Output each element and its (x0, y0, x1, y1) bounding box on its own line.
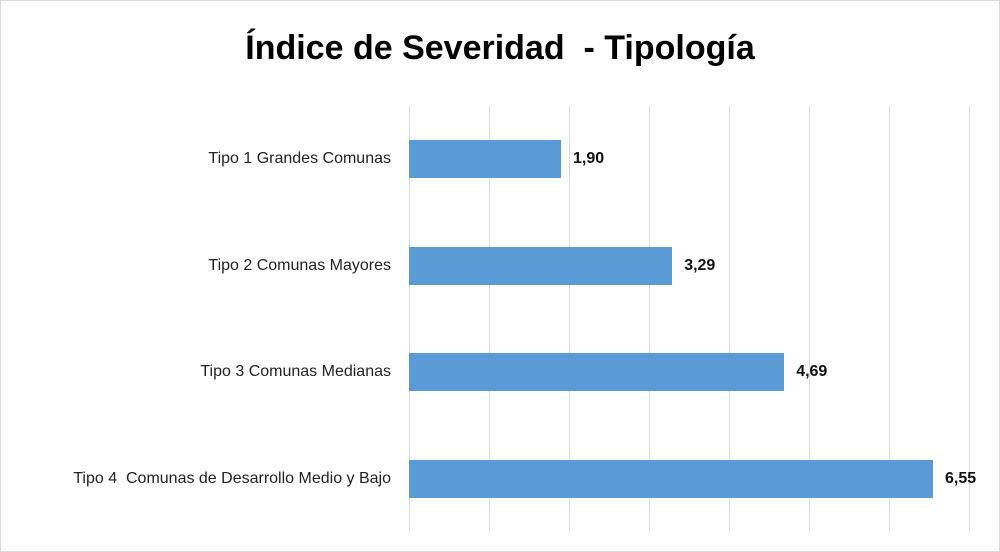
chart-title: Índice de Severidad - Tipología (245, 29, 755, 67)
y-tick-label: Tipo 1 Grandes Comunas (208, 150, 391, 168)
data-label: 4,69 (796, 363, 828, 381)
grid-line (569, 106, 570, 532)
bar (409, 353, 785, 392)
y-tick-label-box: Tipo 4 Comunas de Desarrollo Medio y Baj… (11, 449, 391, 509)
y-tick-label: Tipo 2 Comunas Mayores (208, 256, 391, 274)
bar (409, 140, 561, 179)
bar (409, 246, 673, 285)
data-label: 1,90 (573, 150, 605, 168)
grid-line (809, 106, 810, 532)
grid-line (889, 106, 890, 532)
y-tick-label-box: Tipo 2 Comunas Mayores (11, 236, 391, 296)
y-tick-label: Tipo 4 Comunas de Desarrollo Medio y Baj… (73, 469, 391, 487)
grid-line (489, 106, 490, 532)
bar (409, 459, 933, 498)
grid-line (649, 106, 650, 532)
grid-line (729, 106, 730, 532)
grid-line (409, 106, 410, 532)
data-label: 6,55 (945, 469, 977, 487)
grid-line (969, 106, 970, 532)
y-tick-label-box: Tipo 1 Grandes Comunas (11, 129, 391, 189)
y-tick-label: Tipo 3 Comunas Medianas (200, 363, 391, 381)
y-tick-label-box: Tipo 3 Comunas Medianas (11, 342, 391, 402)
data-label: 3,29 (684, 256, 716, 274)
